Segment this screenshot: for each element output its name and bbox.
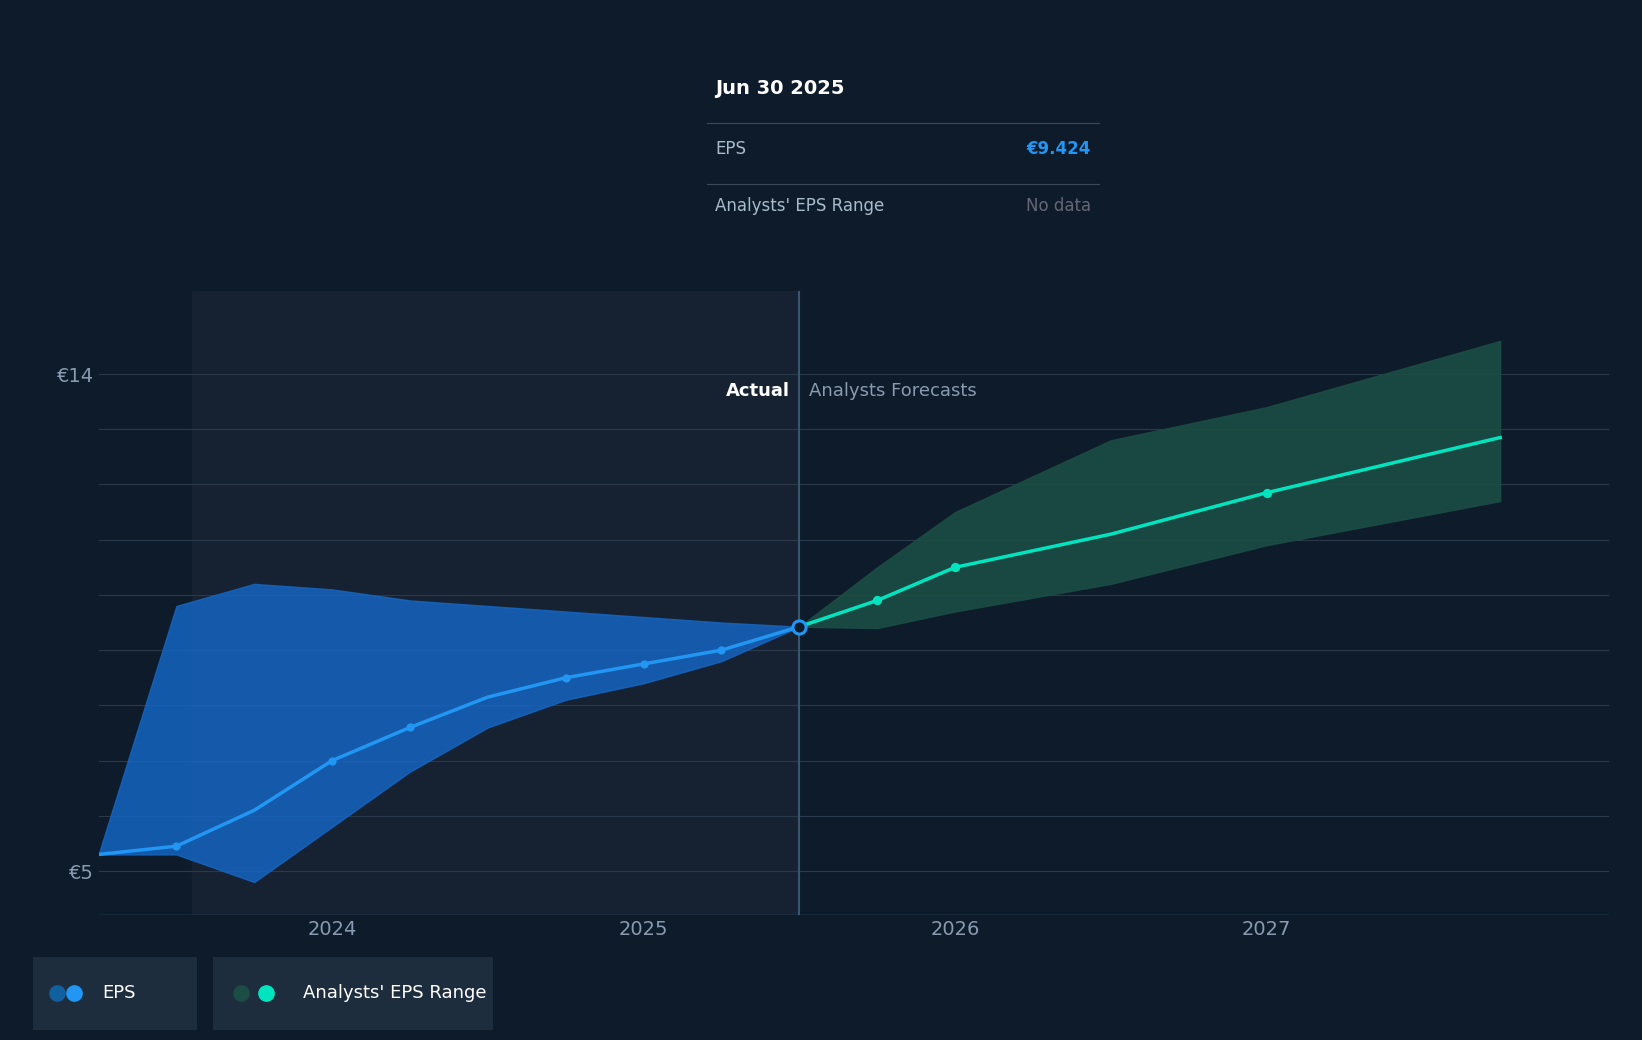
Text: €9.424: €9.424 (1026, 140, 1090, 158)
FancyBboxPatch shape (25, 953, 205, 1034)
Point (319, 752, 345, 769)
Point (163, 838, 189, 855)
Point (943, 558, 969, 575)
Point (864, 592, 890, 608)
Bar (192, 291, 800, 915)
Text: Jun 30 2025: Jun 30 2025 (716, 79, 844, 98)
Text: EPS: EPS (102, 984, 135, 1003)
Text: Actual: Actual (726, 383, 790, 400)
Text: EPS: EPS (716, 140, 745, 158)
Text: Analysts' EPS Range: Analysts' EPS Range (302, 984, 486, 1003)
Point (553, 670, 580, 686)
Text: Analysts Forecasts: Analysts Forecasts (808, 383, 977, 400)
Point (397, 719, 424, 735)
Text: No data: No data (1026, 197, 1090, 215)
Point (708, 642, 734, 658)
Point (631, 655, 657, 672)
Text: Analysts' EPS Range: Analysts' EPS Range (716, 197, 885, 215)
Point (1253, 485, 1279, 501)
Point (787, 619, 813, 635)
FancyBboxPatch shape (200, 953, 507, 1034)
